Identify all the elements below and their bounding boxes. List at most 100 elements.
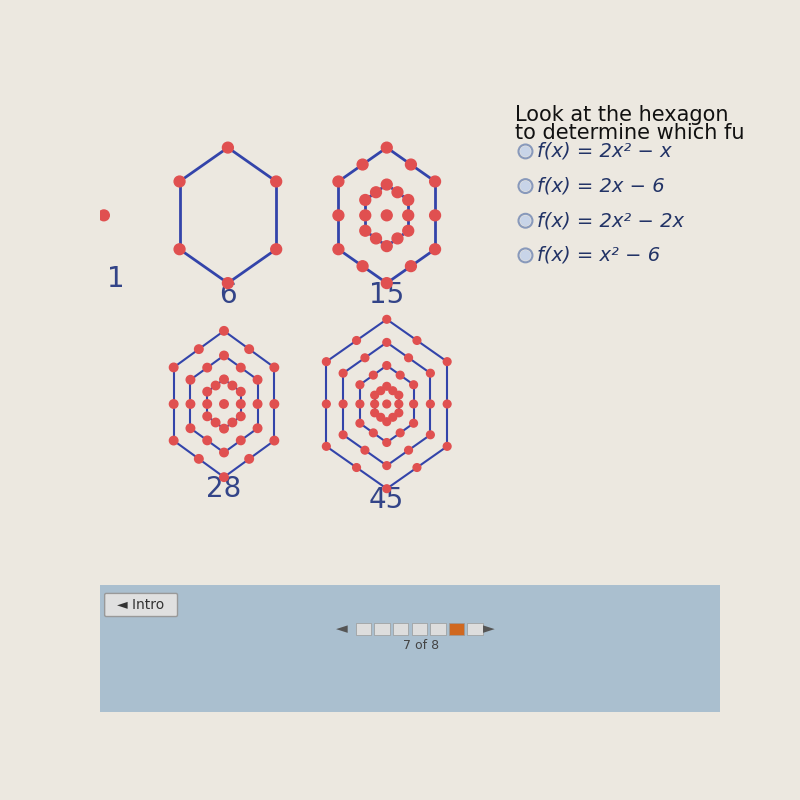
Circle shape xyxy=(521,147,530,156)
Circle shape xyxy=(237,400,245,408)
Bar xyxy=(449,623,464,634)
Text: 6: 6 xyxy=(219,281,237,309)
Circle shape xyxy=(383,462,390,470)
Circle shape xyxy=(389,414,397,421)
Text: 1: 1 xyxy=(106,266,124,294)
Circle shape xyxy=(360,226,370,236)
Circle shape xyxy=(410,419,418,427)
Text: Look at the hexagon: Look at the hexagon xyxy=(514,106,728,126)
Circle shape xyxy=(194,454,203,463)
Circle shape xyxy=(413,337,421,344)
Circle shape xyxy=(370,391,378,399)
Circle shape xyxy=(220,473,228,482)
Circle shape xyxy=(382,210,392,221)
Circle shape xyxy=(322,442,330,450)
Circle shape xyxy=(396,429,404,437)
Text: f(x) = 2x² − 2x: f(x) = 2x² − 2x xyxy=(537,211,684,230)
Text: f(x) = x² − 6: f(x) = x² − 6 xyxy=(537,246,660,265)
Circle shape xyxy=(339,370,347,377)
Circle shape xyxy=(170,400,178,408)
Circle shape xyxy=(370,371,378,379)
Circle shape xyxy=(356,381,364,389)
Circle shape xyxy=(254,400,262,408)
Bar xyxy=(467,623,483,634)
Circle shape xyxy=(220,375,228,383)
Circle shape xyxy=(361,354,369,362)
Bar xyxy=(100,585,720,712)
Bar xyxy=(393,623,409,634)
Circle shape xyxy=(406,159,416,170)
Circle shape xyxy=(339,431,347,438)
Circle shape xyxy=(395,391,402,399)
Circle shape xyxy=(98,210,110,221)
Circle shape xyxy=(521,216,530,226)
Circle shape xyxy=(406,261,416,271)
Circle shape xyxy=(170,436,178,445)
Circle shape xyxy=(203,436,211,445)
Circle shape xyxy=(382,278,392,289)
Circle shape xyxy=(203,387,211,396)
Circle shape xyxy=(361,446,369,454)
Circle shape xyxy=(174,244,185,254)
Circle shape xyxy=(254,375,262,384)
Circle shape xyxy=(521,250,530,260)
Circle shape xyxy=(228,382,237,390)
Circle shape xyxy=(186,400,194,408)
Circle shape xyxy=(333,210,344,221)
Text: ◄: ◄ xyxy=(336,622,348,636)
Circle shape xyxy=(254,424,262,433)
Circle shape xyxy=(211,418,220,426)
Bar xyxy=(374,623,390,634)
Circle shape xyxy=(357,159,368,170)
Text: 7 of 8: 7 of 8 xyxy=(402,639,439,652)
Circle shape xyxy=(370,187,382,198)
Circle shape xyxy=(220,425,228,433)
Circle shape xyxy=(403,226,414,236)
Circle shape xyxy=(194,345,203,354)
Circle shape xyxy=(389,387,397,394)
Circle shape xyxy=(383,400,390,408)
Circle shape xyxy=(395,409,402,417)
Bar xyxy=(411,623,427,634)
Circle shape xyxy=(333,244,344,254)
Text: ►: ► xyxy=(483,622,495,636)
Circle shape xyxy=(443,358,451,366)
Circle shape xyxy=(396,371,404,379)
Circle shape xyxy=(382,142,392,153)
Circle shape xyxy=(270,244,282,254)
Circle shape xyxy=(353,337,361,344)
Text: 28: 28 xyxy=(206,474,242,502)
Circle shape xyxy=(237,387,245,396)
Circle shape xyxy=(405,446,413,454)
Circle shape xyxy=(270,176,282,187)
Circle shape xyxy=(430,176,441,187)
Circle shape xyxy=(382,179,392,190)
Circle shape xyxy=(360,210,370,221)
Text: f(x) = 2x − 6: f(x) = 2x − 6 xyxy=(537,177,665,195)
Circle shape xyxy=(270,363,278,372)
Circle shape xyxy=(170,363,178,372)
Circle shape xyxy=(426,431,434,438)
Text: ◄ Intro: ◄ Intro xyxy=(118,598,165,612)
Text: 15: 15 xyxy=(369,281,404,309)
Circle shape xyxy=(203,400,211,408)
Circle shape xyxy=(383,485,390,493)
Circle shape xyxy=(322,400,330,408)
Circle shape xyxy=(395,400,402,408)
Circle shape xyxy=(222,142,234,153)
Circle shape xyxy=(410,400,418,408)
Circle shape xyxy=(356,419,364,427)
Circle shape xyxy=(322,358,330,366)
FancyBboxPatch shape xyxy=(105,594,178,617)
Circle shape xyxy=(383,418,390,426)
Circle shape xyxy=(521,182,530,190)
Circle shape xyxy=(383,338,390,346)
Circle shape xyxy=(403,210,414,221)
Circle shape xyxy=(370,429,378,437)
Circle shape xyxy=(430,244,441,254)
Bar xyxy=(356,623,371,634)
Circle shape xyxy=(353,464,361,471)
Circle shape xyxy=(220,326,228,335)
Circle shape xyxy=(426,370,434,377)
Circle shape xyxy=(377,414,385,421)
